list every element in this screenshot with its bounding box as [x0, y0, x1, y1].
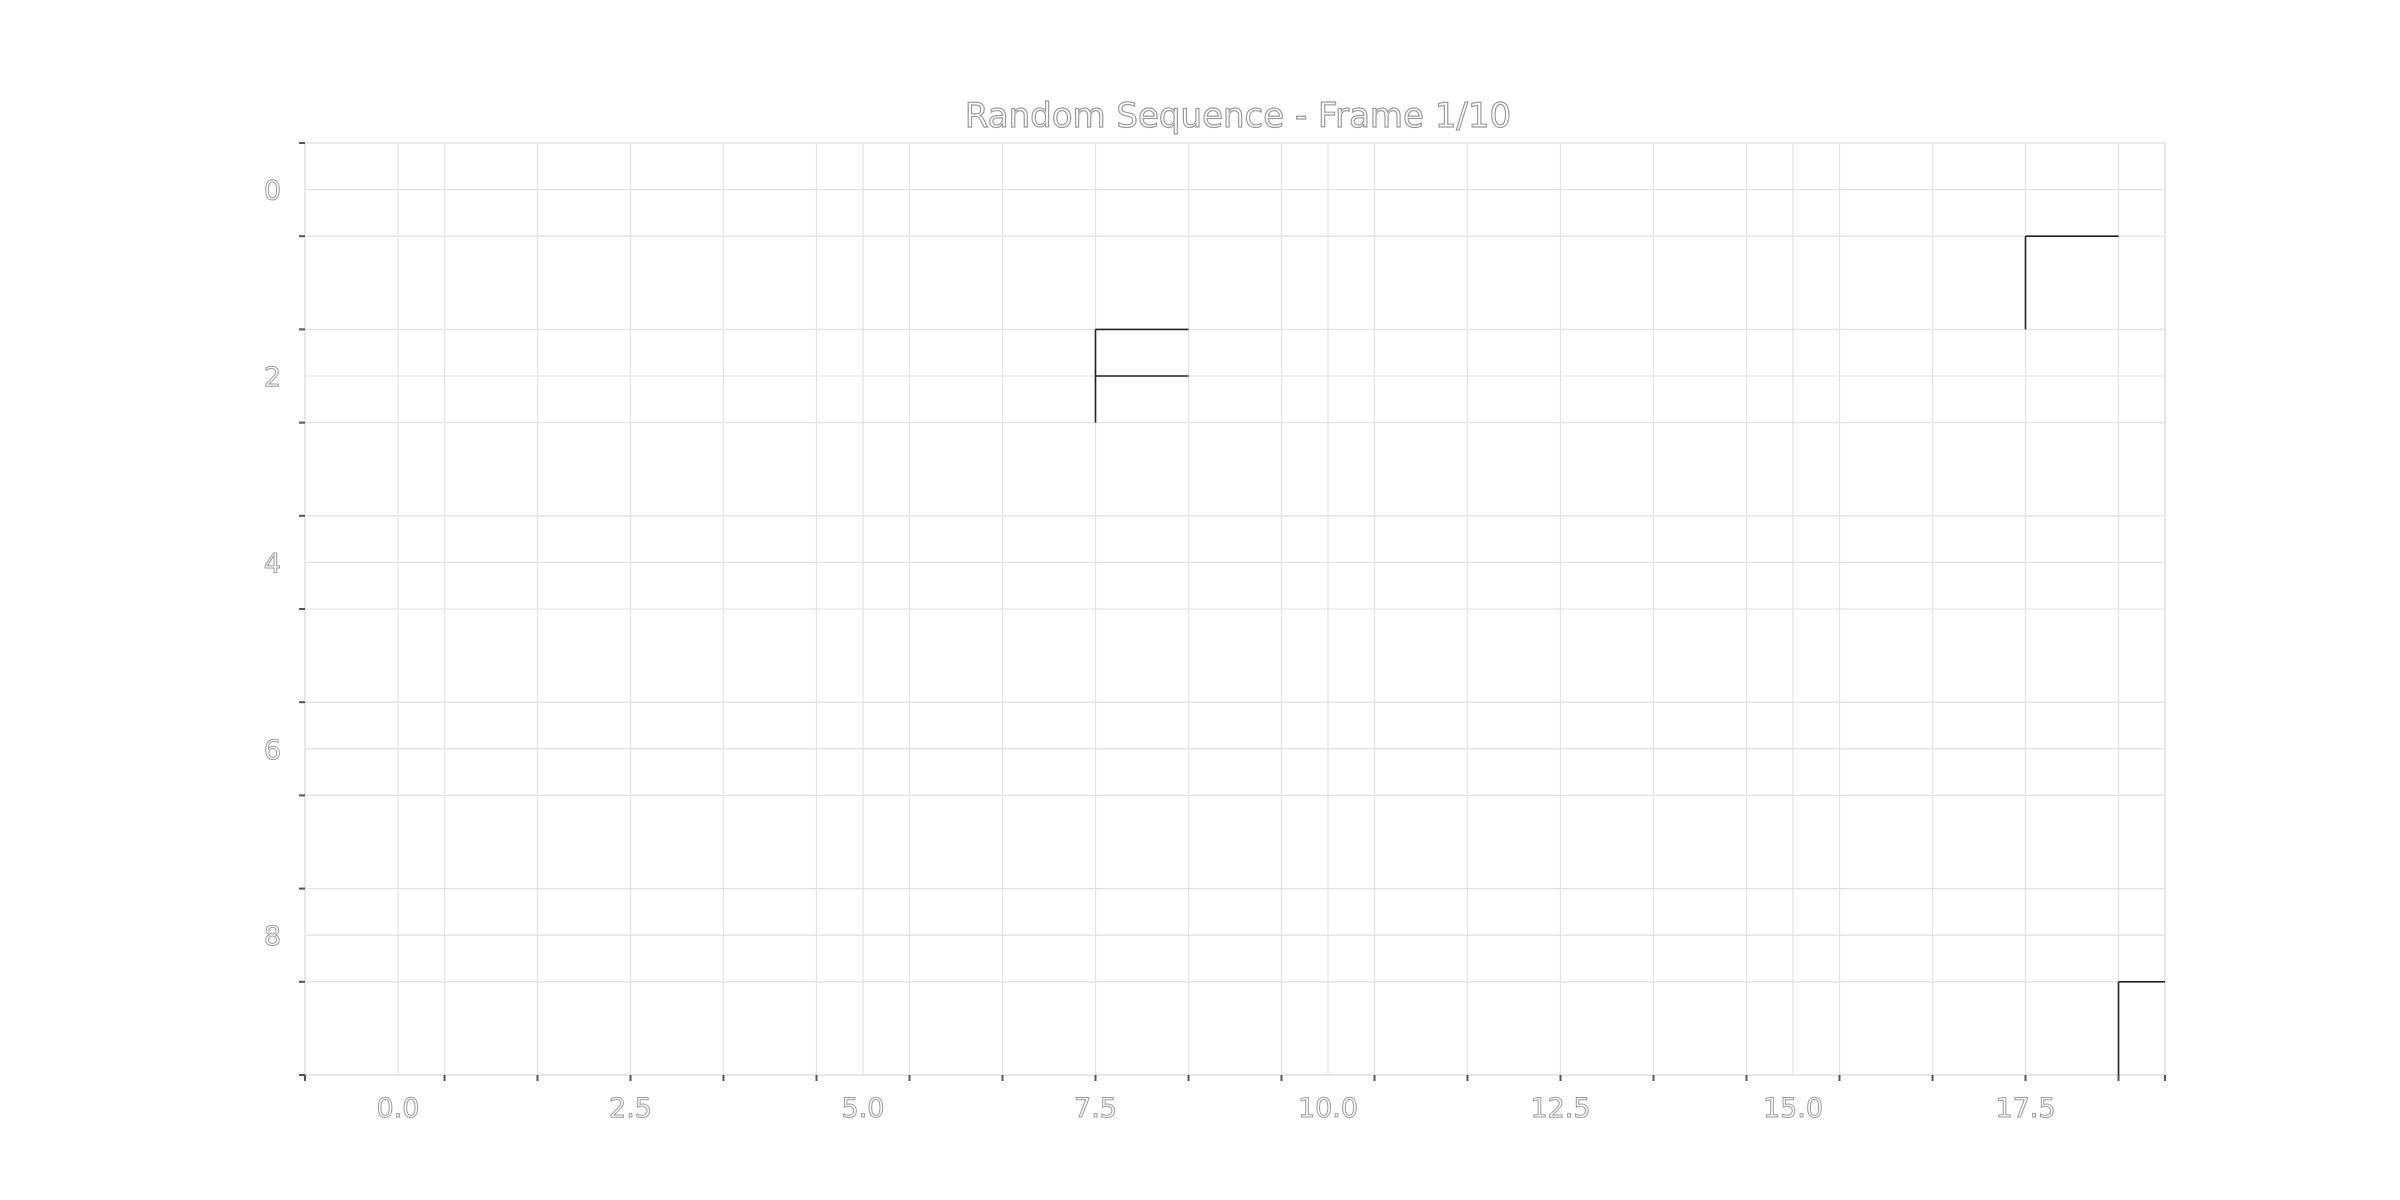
- x-tick-label: 10.0: [1298, 1093, 1358, 1124]
- x-tick-label: 2.5: [609, 1093, 652, 1124]
- grid-layer: [304, 143, 2166, 1076]
- y-tick-label: 2: [264, 362, 281, 393]
- x-tick-label: 15.0: [1763, 1093, 1823, 1124]
- cell-edge-layer: [1094, 235, 2165, 1075]
- chart-title: Random Sequence - Frame 1/10: [965, 96, 1511, 136]
- y-tick-label: 4: [264, 548, 281, 579]
- tick-label-layer: 0.0 2.5 5.0 7.5 10.0 12.5 15.0 17.5 0 2 4 6 8: [263, 175, 2056, 1124]
- x-tick-label: 12.5: [1530, 1093, 1590, 1124]
- y-tick-label: 8: [264, 921, 281, 952]
- y-tick-label: 0: [264, 176, 281, 207]
- tick-layer: [299, 142, 2166, 1081]
- x-tick-label: 17.5: [1995, 1093, 2055, 1124]
- x-tick-label: 5.0: [842, 1093, 885, 1124]
- y-tick-label: 6: [264, 735, 281, 766]
- x-tick-label: 7.5: [1074, 1093, 1117, 1124]
- x-tick-label: 0.0: [377, 1093, 420, 1124]
